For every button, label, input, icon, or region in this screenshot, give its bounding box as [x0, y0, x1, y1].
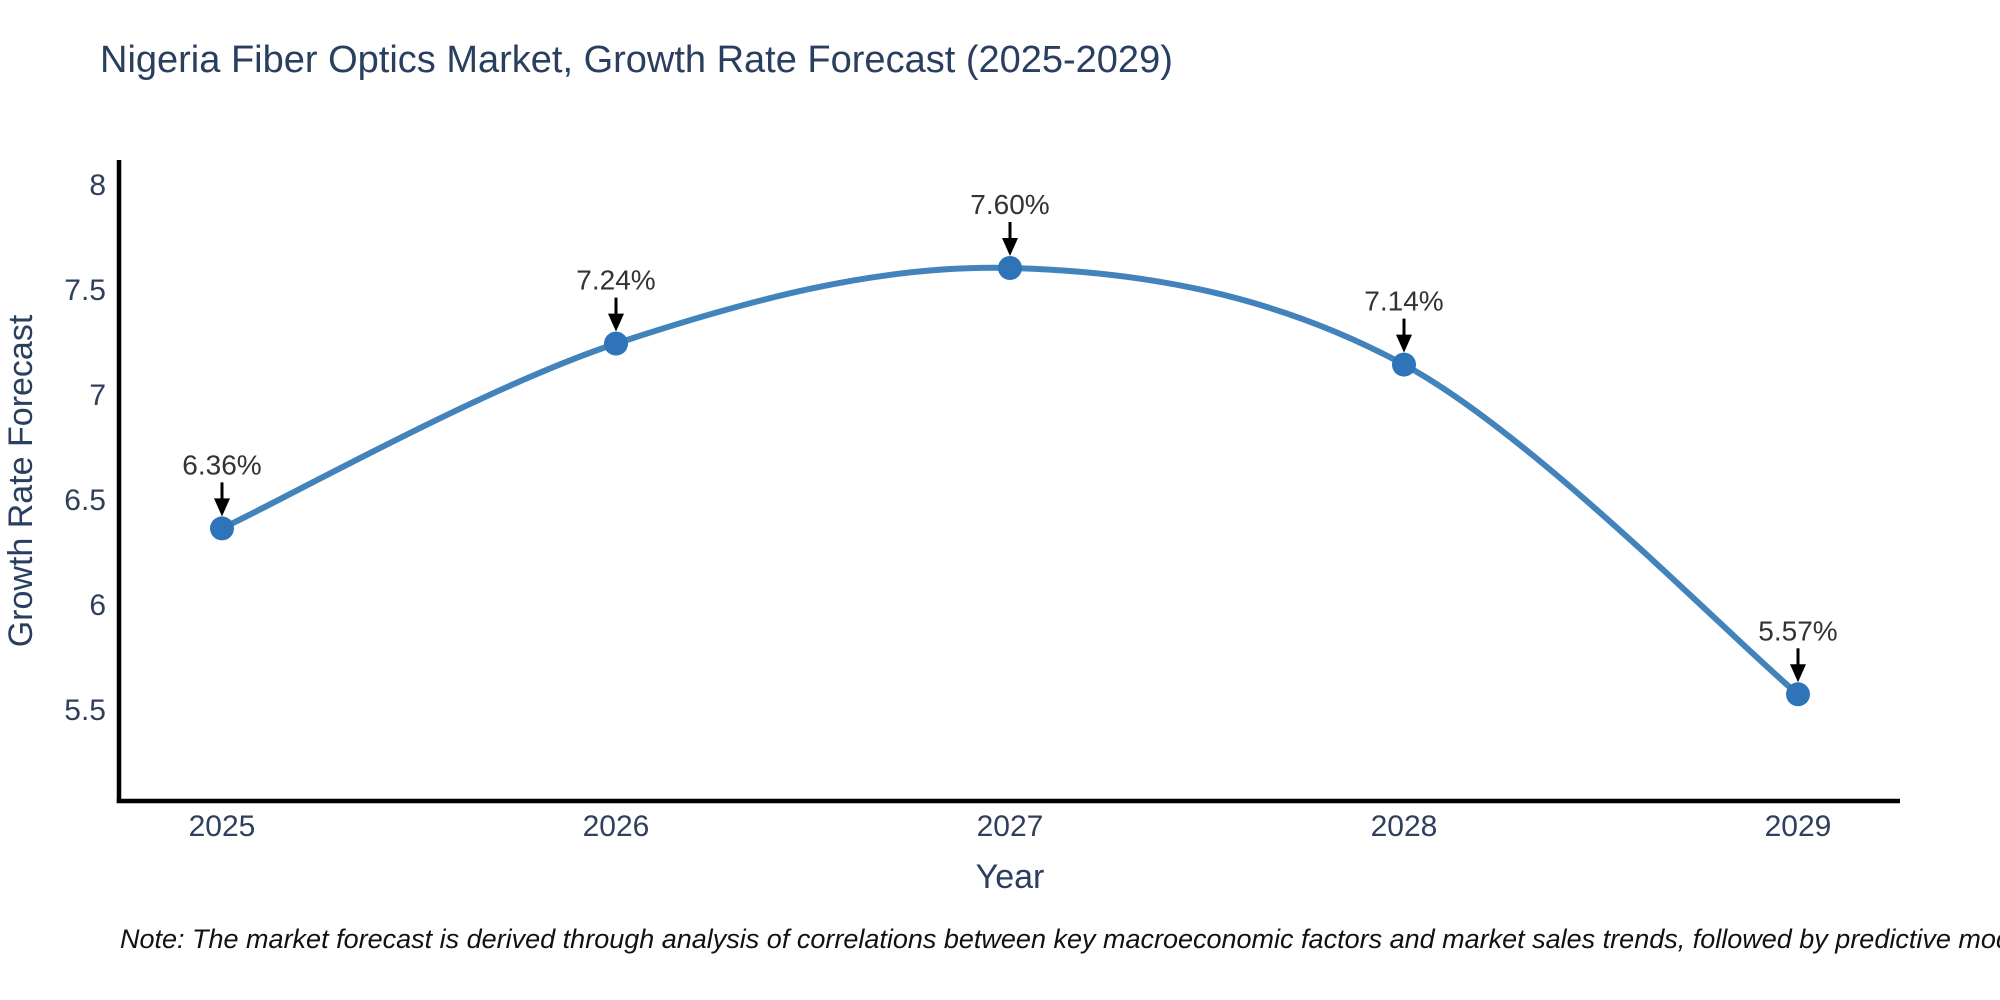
data-point-2026[interactable]: [604, 331, 628, 356]
x-tick-label-2029: 2029: [1765, 810, 1832, 843]
data-point-2028[interactable]: [1392, 352, 1416, 377]
y-tick-label-7: 7: [89, 379, 106, 412]
y-tick-label-7.5: 7.5: [64, 274, 106, 307]
data-point-2029[interactable]: [1786, 682, 1810, 707]
chart-title: Nigeria Fiber Optics Market, Growth Rate…: [100, 39, 1173, 81]
annotation-label-2025: 6.36%: [182, 449, 261, 480]
y-tick-label-6: 6: [89, 589, 106, 622]
x-tick-label-2027: 2027: [977, 810, 1044, 843]
annotation-arrow-head-2027: [1002, 238, 1018, 256]
data-point-2027[interactable]: [998, 256, 1022, 280]
annotation-arrow-head-2025: [214, 498, 230, 517]
axes: [116, 160, 1900, 804]
y-axis-tick-labels: 8 7.5 7 6.5 6 5.5: [64, 169, 106, 727]
y-axis-title: Growth Rate Forecast: [2, 314, 40, 647]
data-point-2025[interactable]: [210, 516, 234, 541]
series-growth-rate: [210, 256, 1810, 707]
y-tick-label-8: 8: [89, 169, 106, 202]
y-tick-label-5.5: 5.5: [64, 694, 106, 727]
x-axis-title: Year: [976, 858, 1045, 896]
annotation-2029: 5.57%: [1758, 615, 1838, 683]
x-tick-label-2028: 2028: [1371, 810, 1438, 843]
annotation-2025: 6.36%: [182, 449, 262, 517]
footnote: Note: The market forecast is derived thr…: [120, 924, 2000, 954]
annotation-2028: 7.14%: [1364, 286, 1444, 353]
annotation-2027: 7.60%: [970, 189, 1050, 256]
y-tick-label-6.5: 6.5: [64, 484, 106, 517]
annotation-arrow-head-2026: [608, 313, 624, 332]
annotation-label-2027: 7.60%: [970, 189, 1049, 220]
annotation-label-2029: 5.57%: [1758, 615, 1837, 646]
x-tick-label-2025: 2025: [189, 810, 256, 843]
point-annotations: 6.36% 7.24% 7.60% 7.14% 5.57%: [182, 189, 1838, 683]
x-axis-tick-labels: 2025 2026 2027 2028 2029: [189, 810, 1832, 843]
annotation-2026: 7.24%: [576, 265, 656, 332]
annotation-label-2028: 7.14%: [1364, 286, 1443, 317]
annotation-arrow-head-2028: [1396, 334, 1412, 353]
annotation-label-2026: 7.24%: [576, 265, 655, 296]
series-line[interactable]: [219, 264, 1801, 698]
annotation-arrow-head-2029: [1790, 664, 1806, 683]
x-tick-label-2026: 2026: [583, 810, 650, 843]
